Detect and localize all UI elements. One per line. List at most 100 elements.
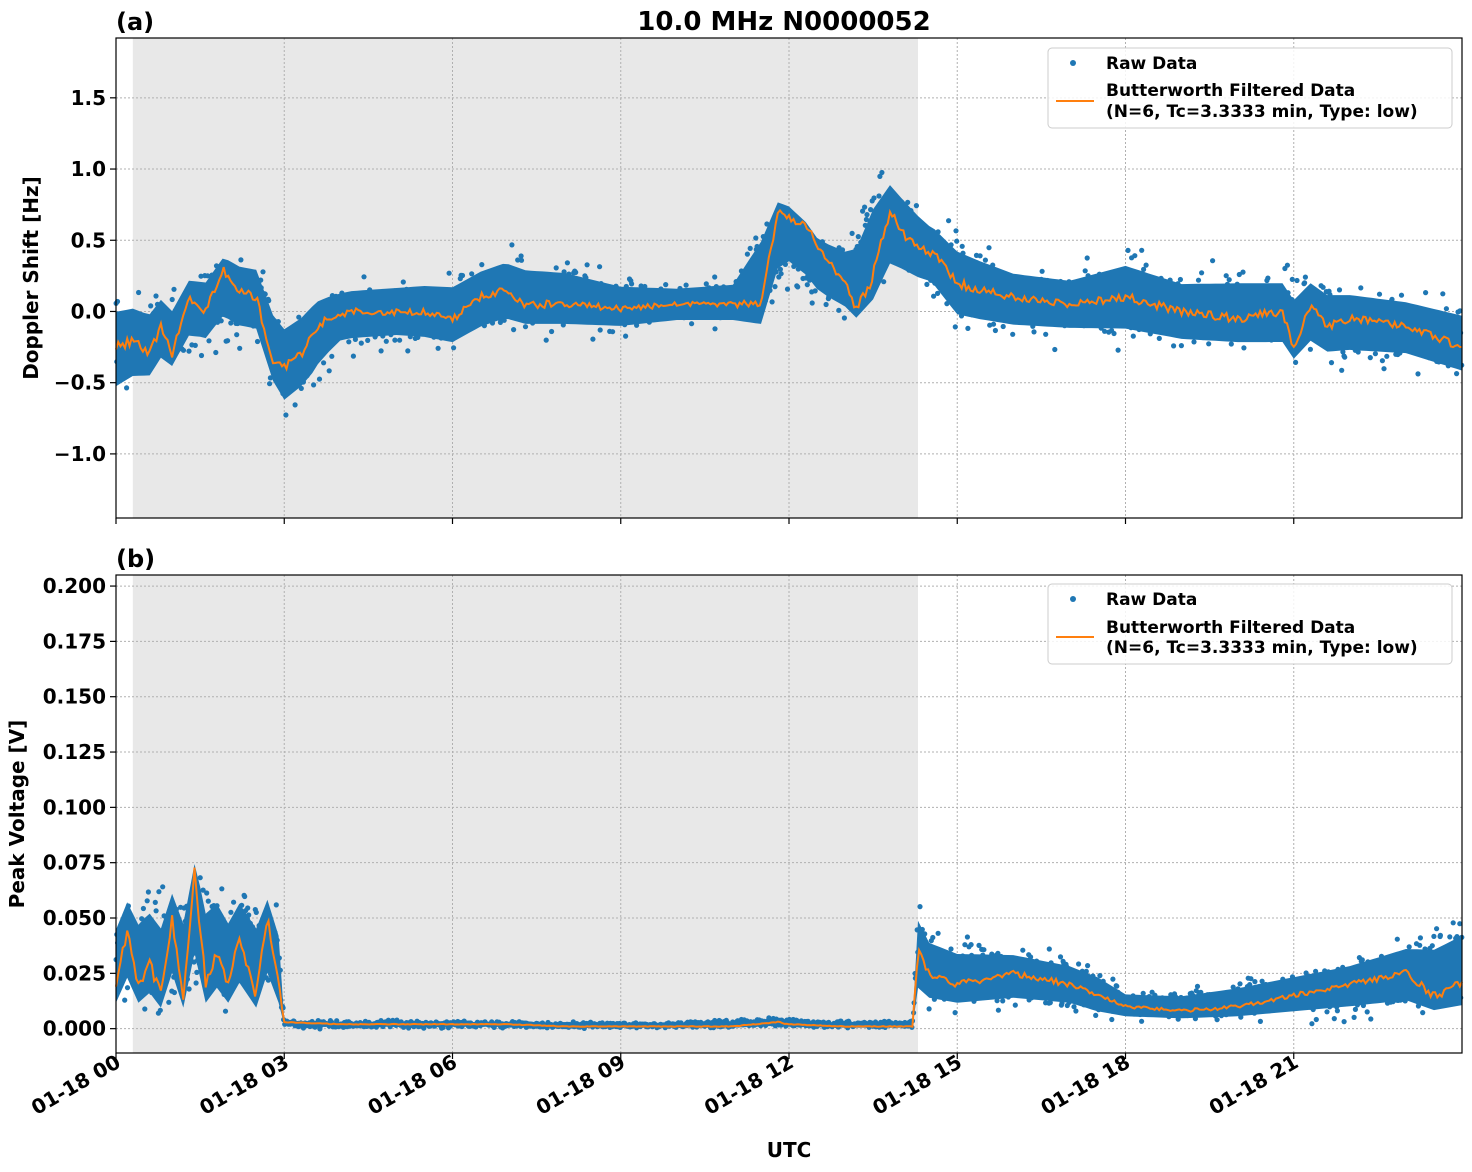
legend-filtered-params-a: (N=6, Tc=3.3333 min, Type: low) [1106,102,1418,122]
raw-data-point [1206,341,1212,347]
legend-a: Raw Data Butterworth Filtered Data (N=6,… [1047,47,1453,129]
raw-data-point [812,288,818,294]
y-tick-label: −0.5 [54,371,106,395]
raw-data-point [1228,341,1234,347]
raw-data-point [1111,330,1117,337]
raw-data-point [1309,1021,1315,1027]
raw-data-point [855,234,861,240]
raw-data-point [1010,331,1016,337]
raw-data-point [140,905,146,912]
raw-data-point [160,884,166,890]
raw-data-point [772,284,778,290]
raw-data-point [584,262,590,268]
raw-data-point [1057,954,1064,960]
raw-data-point [992,327,999,334]
raw-data-point [924,281,930,287]
raw-data-point [1351,1014,1357,1021]
x-tick-label: 01-18 03 [195,1050,293,1120]
raw-data-point [136,289,142,296]
x-tick-labels: 01-18 00 01-18 03 01-18 06 01-18 09 01-18 12… [27,1050,1302,1120]
raw-data-point [253,909,259,916]
raw-data-point [518,253,524,259]
raw-data-point [1364,1009,1370,1015]
raw-data-point [144,898,150,904]
raw-data-point [378,348,384,354]
raw-data-point [122,997,128,1003]
raw-data-point [1334,1008,1340,1014]
raw-data-point [573,269,579,275]
raw-data-point [823,301,829,308]
raw-data-point [148,303,154,309]
raw-data-point [1379,358,1385,364]
x-tick-label: 01-18 15 [868,1050,966,1120]
raw-data-point [1139,1018,1145,1024]
panel-label-b: (b) [116,545,155,573]
raw-data-point [197,875,203,881]
raw-data-point [1171,343,1177,349]
x-axis-label: UTC [767,1138,812,1162]
raw-data-point [1376,291,1383,297]
legend-raw-label-a: Raw Data [1106,54,1197,74]
raw-data-point [361,274,367,280]
y-tick-label: 0.025 [43,961,106,985]
raw-data-point [1372,351,1378,357]
raw-data-point [1076,961,1082,967]
raw-data-point [952,324,958,330]
raw-data-point [849,230,855,236]
raw-data-point [1324,1009,1330,1015]
raw-data-point [186,348,192,354]
raw-data-point [166,999,172,1005]
raw-data-point [864,212,870,218]
raw-data-point [296,314,302,320]
raw-data-point [1191,339,1197,345]
raw-data-point [564,260,571,266]
raw-data-point [879,169,885,176]
raw-data-point [1052,346,1058,353]
y-tick-label: 0.075 [43,851,106,875]
raw-data-point [1431,933,1437,940]
raw-data-point [522,324,529,330]
raw-data-point [1307,346,1313,352]
raw-data-point [1313,968,1319,974]
raw-data-point [193,980,199,986]
legend-b: Raw Data Butterworth Filtered Data (N=6,… [1047,583,1453,665]
raw-data-point [986,245,992,251]
raw-data-point [753,235,759,241]
raw-data-point [1071,1004,1077,1010]
raw-data-point [157,1007,163,1013]
filtered-data-line-b [115,867,1463,1028]
legend-raw-marker-b [1070,596,1076,602]
raw-data-point [1252,979,1258,985]
raw-data-point [913,203,920,209]
doppler-shift-panel: (a) 1.5 1.0 0.5 0.0 −0.5 −1.0 Doppler Shift [… [19,8,1465,524]
raw-data-point [1178,343,1184,349]
raw-data-point [1313,1016,1319,1023]
raw-data-point [283,412,289,418]
raw-data-point [953,228,959,234]
raw-data-point [1109,1016,1115,1023]
raw-data-point [1194,983,1201,990]
raw-data-point [321,360,327,366]
raw-data-point [237,345,243,351]
raw-data-point [358,340,364,346]
raw-data-point [316,376,323,382]
raw-data-point [1114,983,1120,989]
raw-data-point [968,942,974,948]
raw-data-point [206,338,212,344]
raw-data-point [860,208,866,214]
raw-data-point [1339,367,1345,373]
figure-title: 10.0 MHz N0000052 [637,7,930,37]
raw-data-point [200,887,206,893]
raw-data-point [995,950,1001,956]
raw-data-point [169,296,175,303]
raw-data-point [777,266,784,272]
raw-data-point [1102,328,1108,334]
raw-data-point [213,349,219,356]
y-ticks-b: 0.200 0.175 0.150 0.125 0.100 0.075 0.050 0.025… [43,574,116,1041]
raw-data-point [841,315,848,321]
raw-data-point [976,942,982,949]
raw-data-band [116,185,1462,400]
raw-data-point [1384,353,1390,359]
raw-data-point [553,265,559,271]
raw-data-point [1130,333,1136,339]
